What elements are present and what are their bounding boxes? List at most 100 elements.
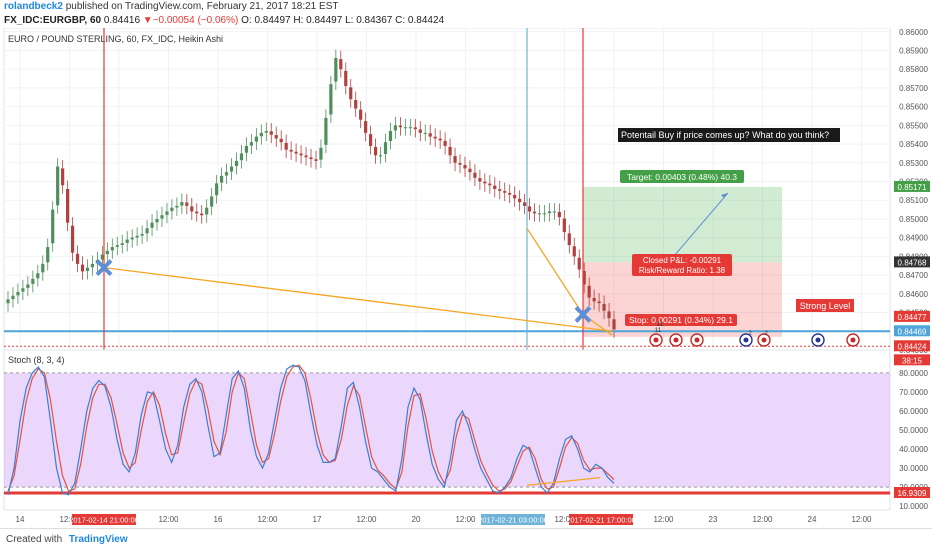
projection-arrow <box>671 192 729 259</box>
price-tick-label: 0.85300 <box>899 159 928 168</box>
idea-label-box <box>618 128 840 142</box>
candle-body <box>224 172 229 176</box>
stoch-tick-label: 80.0000 <box>899 369 928 378</box>
candle-body <box>458 162 462 165</box>
x-marker <box>95 259 113 277</box>
time-tick-label: 20 <box>412 515 421 524</box>
stoch-tick-label: 10.0000 <box>899 502 928 511</box>
candle-body <box>423 132 427 134</box>
target-label-box <box>620 170 744 183</box>
author-name[interactable]: rolandbeck2 <box>4 1 63 12</box>
candle-body <box>274 135 278 139</box>
candle-body <box>269 131 273 135</box>
candle-body <box>56 166 60 206</box>
candle-body <box>205 207 209 215</box>
candle-body <box>234 160 239 166</box>
event-dot <box>850 337 856 343</box>
candle-body <box>46 247 50 263</box>
stoch-tick-label: 50.0000 <box>899 426 928 435</box>
price-badge <box>894 325 930 337</box>
candle-body <box>433 136 437 139</box>
price-tick-label: 0.85000 <box>899 215 928 224</box>
time-marker-badge <box>481 514 545 525</box>
candle-body <box>607 311 611 319</box>
time-marker-label: 2017-02-21 17:00:00 <box>566 516 636 525</box>
candle-body <box>513 194 517 199</box>
price-axis[interactable]: 0.86000 0.85900 0.85800 0.85700 0.85600 0.855… <box>894 28 930 366</box>
time-tick-label: 12:00 <box>455 515 476 524</box>
stop-label: Stop: 0.00291 (0.34%) 29.1 <box>629 315 733 325</box>
candle-body <box>572 246 576 257</box>
candle-body <box>75 253 80 264</box>
candle-body <box>51 209 55 244</box>
price-tick-label: 0.86000 <box>899 28 928 37</box>
candle-body <box>90 263 95 268</box>
candle-body <box>587 285 591 298</box>
stoch-tick-label: 30.0000 <box>899 464 928 473</box>
idea-label: Potentail Buy if price comes up? What do… <box>621 130 829 140</box>
candle-body <box>200 213 204 216</box>
time-tick-label: 14 <box>16 515 25 524</box>
time-tick-label: 12:00 <box>158 515 179 524</box>
candle-body <box>11 295 15 300</box>
stochastic-axis[interactable]: 80.0000 70.0000 60.0000 50.0000 40.0000 30.00… <box>894 369 930 511</box>
stochastic-title: Stoch (8, 3, 4) <box>8 355 65 365</box>
candle-body <box>373 146 378 156</box>
candle-body <box>135 235 139 238</box>
candle-body <box>264 130 268 133</box>
candle-body <box>468 168 472 173</box>
time-tick-label: 12:00 <box>59 515 80 524</box>
time-tick-label: 16 <box>214 515 223 524</box>
candle-body <box>438 138 442 141</box>
candle-body <box>195 211 199 214</box>
candle-body <box>547 211 552 214</box>
candle-body <box>110 247 114 251</box>
candle-body <box>125 239 129 243</box>
candle-body <box>349 87 353 100</box>
symbol-name: FX_IDC:EURGBP, 60 <box>4 15 102 26</box>
candle-body <box>26 284 30 288</box>
candle-body <box>602 303 606 311</box>
candle-body <box>155 218 159 223</box>
price-tick-label: 0.85700 <box>899 84 928 93</box>
candle-body <box>115 245 119 247</box>
stoch-band <box>4 372 890 488</box>
candle-body <box>364 121 368 133</box>
candle-body <box>453 156 457 163</box>
event-dot <box>743 337 749 343</box>
candle-body <box>582 270 586 285</box>
price-tick-label: 0.84700 <box>899 271 928 280</box>
tradingview-logo[interactable]: TradingView <box>68 534 128 545</box>
price-badge-label: 0.84424 <box>898 342 927 351</box>
event-dot <box>694 337 700 343</box>
chart-canvas[interactable]: EURO / POUND STERLING, 60, FX_IDC, Heiki… <box>0 28 932 528</box>
time-marker-badge <box>569 514 633 525</box>
time-marker-label: 2017-02-21 03:00:00 <box>478 516 548 525</box>
stochastic-pane[interactable]: Stoch (8, 3, 4) 80.0000 70.0000 60.0000 50.… <box>3 349 930 511</box>
event-dot <box>815 337 821 343</box>
publish-header: rolandbeck2 published on TradingView.com… <box>0 0 932 14</box>
price-tick-label: 0.85500 <box>899 121 928 130</box>
time-tick-label: 17 <box>313 515 322 524</box>
risk-reward-label: Risk/Reward Ratio: 1.38 <box>639 266 726 275</box>
price-badge-label: 38:15 <box>902 356 923 365</box>
candle-body <box>140 233 144 236</box>
trend-line <box>103 266 613 332</box>
candle-body <box>170 207 174 212</box>
chart-title: EURO / POUND STERLING, 60, FX_IDC, Heiki… <box>8 34 223 44</box>
candle-body <box>473 172 477 178</box>
target-zone <box>583 186 782 263</box>
price-badge <box>894 310 930 322</box>
candles <box>6 49 616 338</box>
ohlc-high: H: 0.84497 <box>293 15 343 26</box>
footer: Created with TradingView <box>0 528 932 550</box>
time-axis[interactable]: 1412:001512:001612:001712:002012:002112:… <box>16 514 873 525</box>
candle-body <box>160 215 164 219</box>
time-tick-label: 12:00 <box>257 515 278 524</box>
candle-body <box>185 202 189 206</box>
candle-body <box>577 257 581 270</box>
event-count: 11 <box>655 327 662 334</box>
candle-body <box>190 206 194 212</box>
candle-body <box>532 211 537 214</box>
